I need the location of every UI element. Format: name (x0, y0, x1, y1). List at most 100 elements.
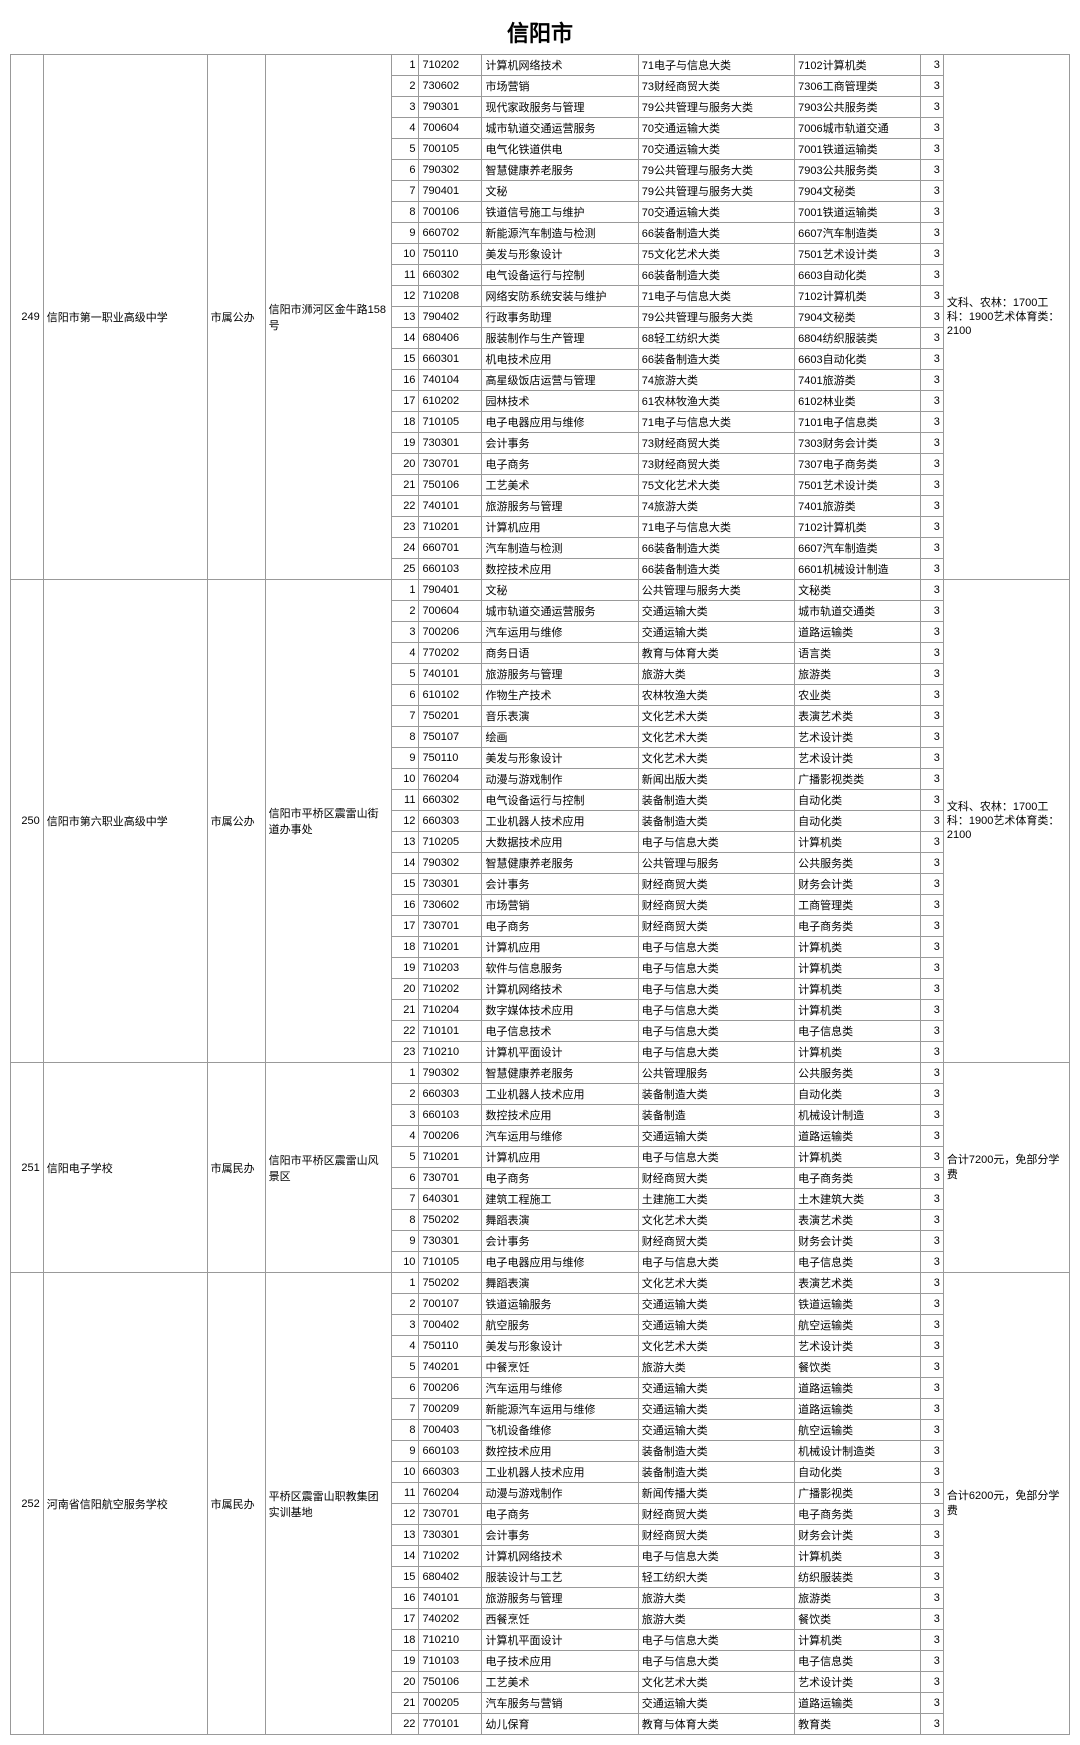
category-1: 电子与信息大类 (638, 1546, 794, 1567)
category-2: 电子信息类 (795, 1651, 921, 1672)
major-code: 740202 (419, 1609, 482, 1630)
row-num: 15 (391, 874, 419, 895)
major-code: 750106 (419, 1672, 482, 1693)
major-code: 740201 (419, 1357, 482, 1378)
major-code: 700107 (419, 1294, 482, 1315)
row-num: 9 (391, 1441, 419, 1462)
years: 3 (921, 853, 944, 874)
row-num: 6 (391, 1378, 419, 1399)
category-1: 装备制造大类 (638, 811, 794, 832)
school-type: 市属公办 (207, 580, 265, 1063)
school-note: 文科、农林：1700工科：1900艺术体育类：2100 (943, 55, 1069, 580)
category-2: 艺术设计类 (795, 1672, 921, 1693)
row-num: 3 (391, 1105, 419, 1126)
category-2: 道路运输类 (795, 1378, 921, 1399)
major-code: 740101 (419, 664, 482, 685)
school-type: 市属民办 (207, 1273, 265, 1735)
years: 3 (921, 475, 944, 496)
major-code: 730701 (419, 454, 482, 475)
major-code: 610202 (419, 391, 482, 412)
category-2: 6603自动化类 (795, 265, 921, 286)
category-2: 计算机类 (795, 1147, 921, 1168)
years: 3 (921, 790, 944, 811)
category-2: 7102计算机类 (795, 286, 921, 307)
category-1: 61农林牧渔大类 (638, 391, 794, 412)
category-1: 79公共管理与服务大类 (638, 160, 794, 181)
category-1: 电子与信息大类 (638, 958, 794, 979)
category-1: 旅游大类 (638, 1588, 794, 1609)
category-1: 交通运输大类 (638, 1420, 794, 1441)
years: 3 (921, 601, 944, 622)
major-code: 760204 (419, 1483, 482, 1504)
major-name: 市场营销 (482, 76, 638, 97)
major-name: 作物生产技术 (482, 685, 638, 706)
major-name: 计算机平面设计 (482, 1630, 638, 1651)
category-1: 文化艺术大类 (638, 1273, 794, 1294)
category-2: 7101电子信息类 (795, 412, 921, 433)
row-num: 9 (391, 1231, 419, 1252)
major-name: 数控技术应用 (482, 1105, 638, 1126)
major-code: 760204 (419, 769, 482, 790)
major-code: 790302 (419, 160, 482, 181)
major-code: 730701 (419, 1168, 482, 1189)
category-2: 财务会计类 (795, 1231, 921, 1252)
major-name: 动漫与游戏制作 (482, 1483, 638, 1504)
major-code: 710202 (419, 55, 482, 76)
row-num: 15 (391, 349, 419, 370)
major-code: 740104 (419, 370, 482, 391)
major-name: 绘画 (482, 727, 638, 748)
category-2: 道路运输类 (795, 622, 921, 643)
major-name: 智慧健康养老服务 (482, 1063, 638, 1084)
row-num: 1 (391, 580, 419, 601)
major-name: 旅游服务与管理 (482, 496, 638, 517)
major-code: 740101 (419, 1588, 482, 1609)
major-code: 700604 (419, 118, 482, 139)
major-code: 770202 (419, 643, 482, 664)
category-1: 75文化艺术大类 (638, 244, 794, 265)
row-num: 14 (391, 853, 419, 874)
category-2: 计算机类 (795, 979, 921, 1000)
years: 3 (921, 517, 944, 538)
category-1: 73财经商贸大类 (638, 433, 794, 454)
years: 3 (921, 811, 944, 832)
major-code: 730701 (419, 1504, 482, 1525)
major-code: 790402 (419, 307, 482, 328)
category-2: 电子信息类 (795, 1252, 921, 1273)
major-name: 计算机应用 (482, 1147, 638, 1168)
major-name: 会计事务 (482, 1525, 638, 1546)
school-index: 249 (11, 55, 44, 580)
major-name: 网络安防系统安装与维护 (482, 286, 638, 307)
school-name: 信阳市第一职业高级中学 (43, 55, 207, 580)
category-2: 7307电子商务类 (795, 454, 921, 475)
major-name: 西餐烹饪 (482, 1609, 638, 1630)
category-2: 6102林业类 (795, 391, 921, 412)
major-code: 700209 (419, 1399, 482, 1420)
row-num: 10 (391, 769, 419, 790)
row-num: 4 (391, 1336, 419, 1357)
major-name: 电气设备运行与控制 (482, 790, 638, 811)
row-num: 10 (391, 1252, 419, 1273)
category-1: 74旅游大类 (638, 496, 794, 517)
category-1: 66装备制造大类 (638, 538, 794, 559)
major-name: 园林技术 (482, 391, 638, 412)
table-row: 249信阳市第一职业高级中学市属公办信阳市浉河区金牛路158号1710202计算… (11, 55, 1070, 76)
major-code: 660701 (419, 538, 482, 559)
category-1: 旅游大类 (638, 1357, 794, 1378)
years: 3 (921, 223, 944, 244)
category-2: 工商管理类 (795, 895, 921, 916)
row-num: 10 (391, 1462, 419, 1483)
category-2: 7001铁道运输类 (795, 202, 921, 223)
years: 3 (921, 1399, 944, 1420)
major-name: 舞蹈表演 (482, 1273, 638, 1294)
category-1: 75文化艺术大类 (638, 475, 794, 496)
school-type: 市属公办 (207, 55, 265, 580)
row-num: 11 (391, 790, 419, 811)
category-2: 表演艺术类 (795, 1273, 921, 1294)
row-num: 8 (391, 1210, 419, 1231)
years: 3 (921, 1630, 944, 1651)
row-num: 3 (391, 97, 419, 118)
major-name: 机电技术应用 (482, 349, 638, 370)
category-1: 79公共管理与服务大类 (638, 97, 794, 118)
years: 3 (921, 55, 944, 76)
major-code: 700206 (419, 1126, 482, 1147)
